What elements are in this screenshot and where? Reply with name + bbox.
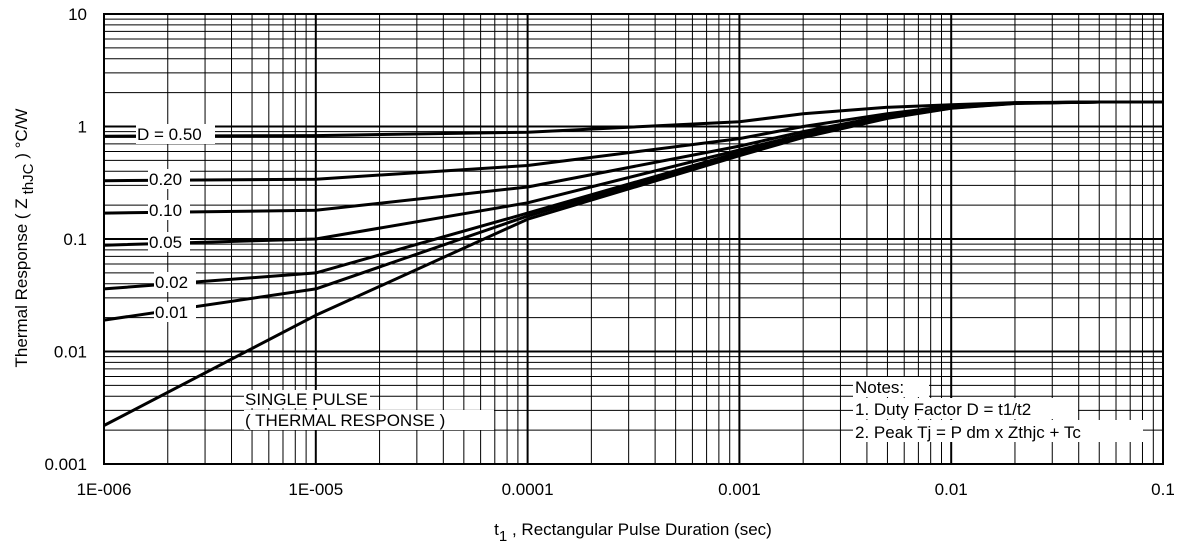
thermal-response-label: ( THERMAL RESPONSE )	[245, 411, 445, 430]
y-tick-label: 0.01	[54, 343, 87, 362]
x-tick-label: 1E-006	[77, 480, 132, 499]
label-bg-050	[136, 124, 215, 144]
y-tick-label: 0.001	[44, 455, 87, 474]
x-tick-label: 0.001	[718, 480, 761, 499]
x-axis-label: t1 , Rectangular Pulse Duration (sec)	[494, 520, 772, 545]
label-bg-020	[148, 169, 190, 189]
series-label-005: 0.05	[149, 233, 182, 252]
x-tick-label: 0.01	[935, 480, 968, 499]
x-tick-label: 1E-005	[288, 480, 343, 499]
notes-bg-2	[853, 420, 1143, 442]
y-tick-labels: 0.001 0.01 0.1 1 10	[44, 5, 87, 474]
single-pulse-bg-2	[244, 410, 494, 430]
series-line-0-05	[103, 100, 1163, 247]
series-label-001: 0.01	[155, 303, 188, 322]
x-axis-label-rest: , Rectangular Pulse Duration (sec)	[507, 520, 772, 539]
label-bg-001	[154, 302, 196, 322]
series-labels: D = 0.50 0.20 0.10 0.05 0.02 0.01	[136, 124, 215, 322]
series-line-0-10	[103, 100, 1163, 215]
label-bg-005	[148, 232, 190, 252]
notes-box: Notes: 1. Duty Factor D = t1/t2 2. Peak …	[853, 377, 1143, 442]
series-label-020: 0.20	[149, 170, 182, 189]
note-peak-tj: 2. Peak Tj = P dm x Zthjc + Tc	[855, 423, 1081, 442]
series-line-0-02	[103, 100, 1163, 291]
y-axis-label-sub: thJC	[20, 163, 37, 194]
y-axis-label-post: ) °C/W	[12, 109, 31, 164]
single-pulse-label: SINGLE PULSE	[245, 390, 368, 409]
y-tick-label: 10	[68, 5, 87, 24]
notes-bg-1	[853, 398, 1078, 419]
plot-frame	[103, 13, 1164, 465]
note-duty-factor: 1. Duty Factor D = t1/t2	[855, 400, 1031, 419]
y-axis-label-pre: Thermal Response ( Z	[12, 198, 31, 367]
series-label-d050: D = 0.50	[137, 125, 202, 144]
y-tick-label: 1	[78, 118, 87, 137]
label-bg-002	[154, 272, 196, 292]
notes-bg-0	[853, 377, 929, 397]
x-axis-label-main: t	[494, 520, 499, 539]
series-line-d-0-50	[103, 100, 1163, 138]
single-pulse-bg-1	[244, 390, 370, 408]
notes-title: Notes:	[855, 378, 904, 397]
x-tick-label: 0.1	[1151, 480, 1175, 499]
series-line-single-pulse	[103, 100, 1163, 427]
series-lines	[103, 100, 1163, 427]
series-label-002: 0.02	[155, 273, 188, 292]
x-tick-label: 0.0001	[502, 480, 554, 499]
label-bg-010	[148, 200, 190, 220]
single-pulse-annotation: SINGLE PULSE ( THERMAL RESPONSE )	[244, 390, 494, 430]
series-line-0-20	[103, 100, 1163, 183]
x-axis-label-sub: 1	[499, 528, 507, 545]
y-tick-label: 0.1	[63, 230, 87, 249]
x-tick-labels: 1E-006 1E-005 0.0001 0.001 0.01 0.1	[77, 480, 1175, 499]
y-axis-label: Thermal Response ( Z thJC ) °C/W	[12, 109, 37, 368]
series-label-010: 0.10	[149, 201, 182, 220]
